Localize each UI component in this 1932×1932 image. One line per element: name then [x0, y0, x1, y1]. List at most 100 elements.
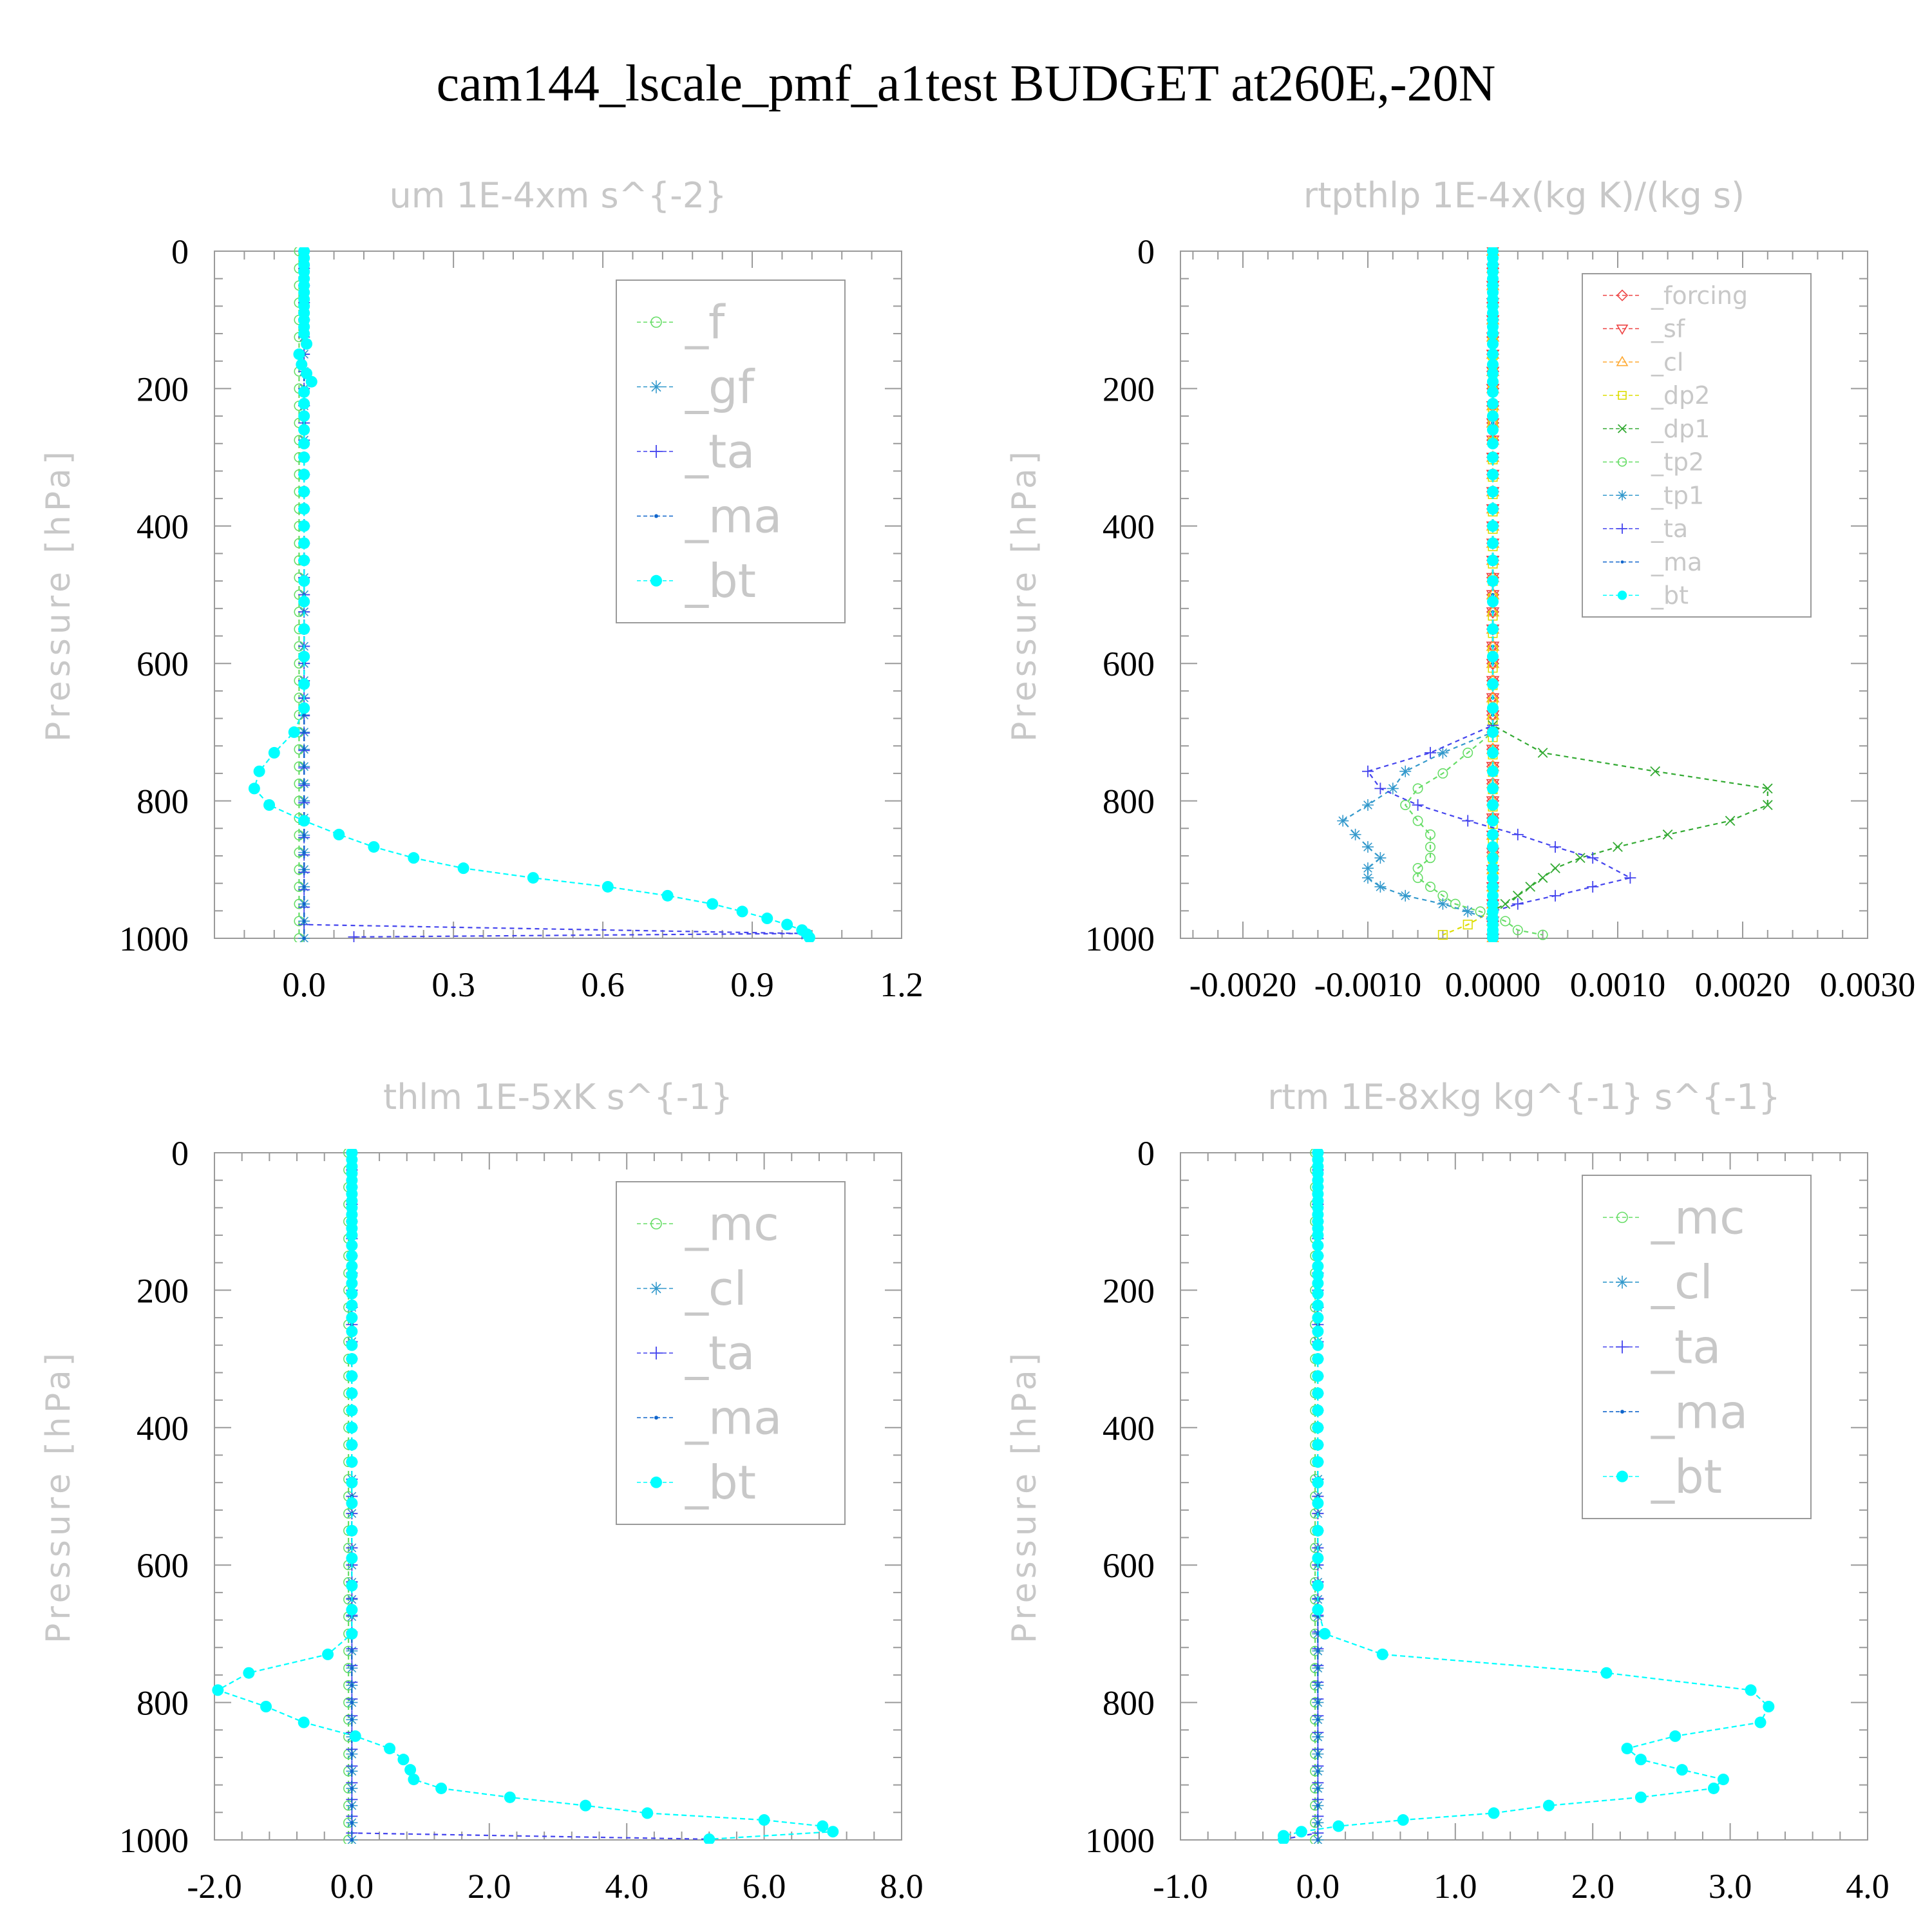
data-point — [1487, 596, 1499, 608]
y-tick-label: 800 — [137, 1684, 189, 1723]
y-tick-label: 1000 — [1085, 920, 1155, 958]
data-point — [827, 1826, 839, 1838]
legend: _f _gf _ta _ma _bt — [616, 279, 846, 623]
data-point — [1717, 1774, 1729, 1786]
data-point — [1312, 1421, 1324, 1434]
data-point — [346, 1421, 358, 1434]
legend-label: _tp2 — [1651, 448, 1704, 477]
data-point — [1437, 930, 1448, 940]
legend-label: _bt — [685, 554, 756, 608]
data-point — [346, 1405, 358, 1417]
data-point — [1374, 782, 1387, 795]
legend: _mc _cl _ta _ma _bt — [616, 1181, 846, 1525]
data-point — [1487, 828, 1499, 840]
data-point — [1312, 1405, 1324, 1417]
legend-label: _ta — [685, 1326, 755, 1380]
x-tick-label: 4.0 — [605, 1867, 649, 1906]
data-point — [1312, 1604, 1324, 1616]
y-axis-label: Pressure [hPa] — [39, 448, 78, 742]
data-point — [1537, 748, 1548, 758]
data-point — [1754, 1716, 1766, 1728]
data-point — [1487, 537, 1499, 549]
y-tick-label: 200 — [1103, 370, 1155, 408]
data-point — [580, 1799, 592, 1812]
legend-label: _forcing — [1651, 281, 1748, 310]
data-point — [1374, 880, 1387, 893]
data-point — [346, 1353, 358, 1365]
data-point — [758, 1814, 770, 1826]
data-point — [1387, 782, 1399, 795]
plot-frame — [1180, 1152, 1868, 1841]
data-point — [253, 765, 265, 777]
y-tick-label: 0 — [1137, 232, 1155, 271]
y-tick-label: 400 — [1103, 507, 1155, 546]
data-point — [1511, 898, 1524, 910]
data-point — [302, 850, 306, 855]
data-point — [1312, 1339, 1324, 1351]
data-point — [1412, 783, 1423, 794]
x-tick-label: 0.0 — [282, 965, 326, 1004]
data-point — [1332, 1820, 1345, 1832]
data-point — [1487, 554, 1499, 567]
legend-marker — [654, 1416, 658, 1420]
data-point — [298, 1716, 310, 1728]
data-point — [298, 623, 310, 635]
data-point — [1600, 1667, 1613, 1679]
data-point — [350, 1769, 354, 1773]
data-point — [1487, 424, 1499, 436]
data-point — [346, 1229, 358, 1242]
data-point — [298, 575, 310, 587]
legend-marker — [1616, 1275, 1629, 1289]
y-axis-label: Pressure [hPa] — [1005, 448, 1044, 742]
legend-marker — [1617, 424, 1627, 433]
data-point — [1487, 702, 1499, 714]
series-group — [1337, 247, 1773, 942]
data-point — [1312, 1312, 1324, 1324]
data-point — [1486, 690, 1500, 703]
data-point — [1425, 881, 1436, 892]
data-point — [1312, 1229, 1324, 1242]
y-tick-label: 600 — [1103, 1546, 1155, 1585]
data-point — [1312, 1299, 1324, 1311]
data-point — [1487, 575, 1499, 587]
legend-marker — [1616, 1340, 1629, 1354]
data-point — [1437, 898, 1449, 910]
data-point — [1537, 929, 1548, 940]
plot-frame — [214, 1152, 902, 1841]
x-tick-label: 4.0 — [1846, 1867, 1889, 1906]
data-point — [346, 1325, 358, 1338]
series-bt — [1278, 1149, 1775, 1844]
legend-label: _tp1 — [1651, 481, 1704, 509]
data-point — [1634, 1791, 1647, 1803]
data-point — [1487, 520, 1499, 532]
data-point — [298, 678, 310, 690]
x-tick-label: 0.0030 — [1820, 965, 1916, 1004]
data-point — [457, 862, 469, 875]
legend-label: _mc — [1651, 1191, 1745, 1245]
data-point — [302, 919, 306, 923]
data-point — [293, 348, 305, 361]
data-point — [298, 424, 310, 436]
data-point — [1312, 1277, 1324, 1289]
legend-marker — [1616, 289, 1629, 301]
data-point — [350, 1666, 354, 1670]
data-point — [1312, 1250, 1324, 1262]
series-line — [1442, 251, 1494, 936]
data-point — [298, 596, 310, 608]
data-point — [1487, 678, 1499, 690]
data-point — [706, 898, 719, 910]
data-point — [1412, 873, 1423, 884]
data-point — [346, 1604, 358, 1616]
legend-marker — [1616, 324, 1629, 335]
plot-frame — [214, 251, 902, 939]
legend-label: _ma — [685, 489, 782, 544]
data-point — [1425, 829, 1436, 840]
data-point — [1316, 1735, 1320, 1739]
x-tick-label: -2.0 — [187, 1867, 242, 1906]
data-point — [1312, 1552, 1324, 1564]
data-point — [1621, 1743, 1633, 1755]
data-point — [661, 889, 674, 902]
y-tick-label: 1000 — [119, 1821, 189, 1860]
data-point — [1487, 852, 1499, 864]
data-point — [1399, 765, 1412, 777]
